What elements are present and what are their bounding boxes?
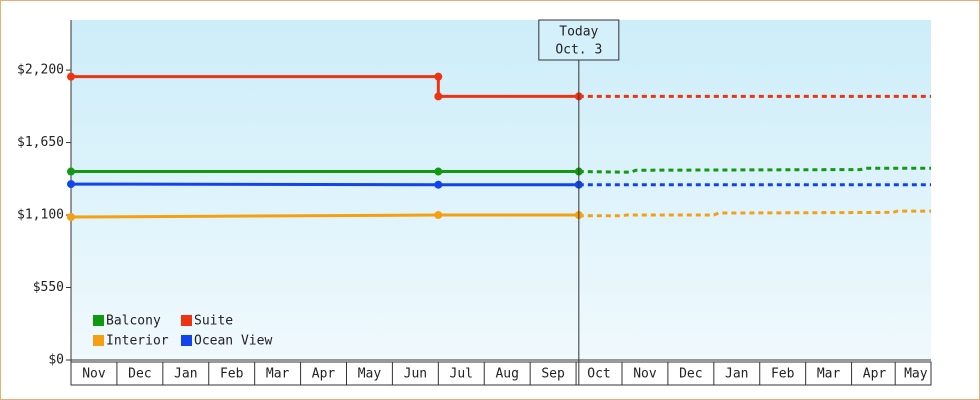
x-tick-label: Mar (817, 367, 841, 382)
legend-label: Ocean View (194, 334, 272, 349)
price-line (71, 75, 579, 98)
x-tick-label: Sep (541, 367, 565, 382)
x-tick-label: Mar (266, 367, 290, 382)
layer: $0 $550 $1,100 $1,650 $2,200 Nov Dec Jan Feb Mar A… (17, 19, 931, 385)
x-tick-label: Dec (679, 367, 702, 382)
y-tick-label: $1,100 (17, 208, 64, 223)
y-tick-label: $1,650 (17, 135, 64, 150)
y-tick-label: $0 (48, 353, 64, 368)
today-label: Today (559, 25, 598, 40)
x-tick-label: Nov (633, 367, 657, 382)
x-tick-label: Apr (863, 367, 887, 382)
legend-label: Suite (194, 314, 233, 329)
x-tick-label: Dec (128, 367, 151, 382)
x-tick-label: Jan (725, 367, 748, 382)
legend-swatch (93, 315, 104, 326)
price-point (434, 211, 443, 220)
x-tick-label: Jun (404, 367, 427, 382)
price-point (434, 180, 443, 189)
price-point (67, 72, 75, 81)
price-point (67, 213, 75, 222)
x-tick-label: Oct (587, 367, 610, 382)
today-box (538, 19, 620, 61)
legend-label: Balcony (106, 314, 161, 329)
x-tick-label: May (358, 367, 382, 382)
forecast-line (578, 166, 931, 174)
y-tick-label: $2,200 (17, 63, 64, 78)
price-point (67, 167, 75, 176)
forecast-line (578, 209, 931, 218)
legend-swatch (181, 335, 192, 346)
x-tick-label: Jan (174, 367, 197, 382)
x-tick-label: Aug (495, 367, 518, 382)
price-point (67, 180, 75, 189)
legend-label: Interior (106, 334, 169, 349)
plot-area (71, 20, 931, 360)
x-tick-label: Apr (312, 367, 336, 382)
x-tick-label: Feb (220, 367, 244, 382)
legend-swatch (93, 335, 104, 346)
price-line (70, 182, 579, 187)
legend-swatch (181, 315, 192, 326)
y-tick-label: $550 (33, 280, 64, 295)
x-tick-label: May (904, 367, 928, 382)
today-date: Oct. 3 (555, 43, 602, 58)
price-point (434, 92, 443, 101)
x-tick-label: Nov (82, 367, 106, 382)
price-point (434, 167, 443, 176)
price-point (434, 72, 443, 81)
x-tick-label: Jul (450, 367, 473, 382)
x-tick-label: Feb (771, 367, 795, 382)
